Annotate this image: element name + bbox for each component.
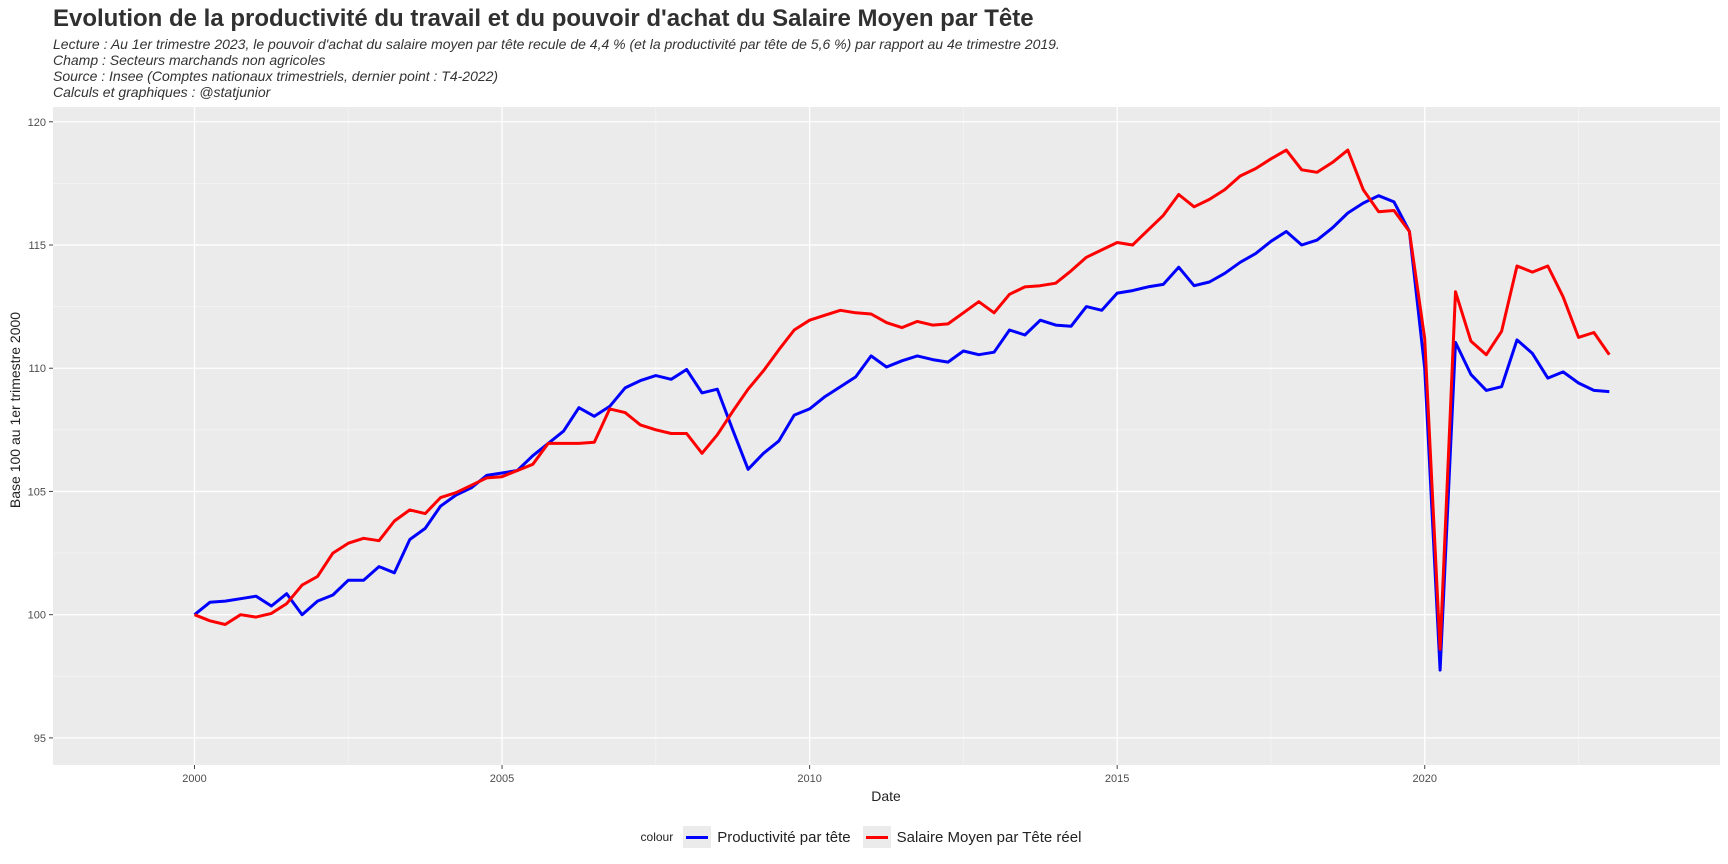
y-tick-label: 115 (28, 240, 46, 252)
subtitle-source: Source : Insee (Comptes nationaux trimes… (53, 68, 499, 84)
legend-item-salaire: Salaire Moyen par Tête réel (862, 826, 1082, 848)
series-line-salaire (193, 148, 1611, 651)
plot-panel (53, 107, 1720, 765)
x-tick-label: 2015 (1105, 773, 1129, 785)
x-tick-label: 2005 (490, 773, 514, 785)
y-tick-label: 105 (28, 486, 46, 498)
legend-key-productivite (683, 826, 712, 848)
subtitle-champ: Champ : Secteurs marchands non agricoles (53, 52, 326, 68)
x-tick-label: 2000 (182, 773, 206, 785)
legend-key-salaire (862, 826, 891, 848)
y-tick-label: 110 (28, 363, 46, 375)
y-tick-label: 120 (28, 117, 46, 129)
y-axis-label: Base 100 au 1er trimestre 2000 (7, 311, 23, 509)
subtitle-lecture: Lecture : Au 1er trimestre 2023, le pouv… (53, 36, 1060, 52)
x-axis-label: Date (871, 788, 901, 804)
legend-label-salaire: Salaire Moyen par Tête réel (896, 828, 1082, 846)
subtitle-credits: Calculs et graphiques : @statjunior (53, 84, 271, 100)
y-tick-label: 100 (28, 610, 46, 622)
chart-title: Evolution de la productivité du travail … (53, 5, 1034, 32)
legend: colour Productivité par tête Salaire Moy… (0, 826, 1728, 848)
x-tick-label: 2010 (797, 773, 821, 785)
legend-item-productivite: Productivité par tête (683, 826, 851, 848)
y-tick-label: 95 (34, 733, 46, 745)
legend-label-productivite: Productivité par tête (717, 828, 851, 846)
x-tick-label: 2020 (1412, 773, 1436, 785)
series-line-productivite (193, 194, 1610, 672)
legend-title: colour (640, 830, 674, 844)
